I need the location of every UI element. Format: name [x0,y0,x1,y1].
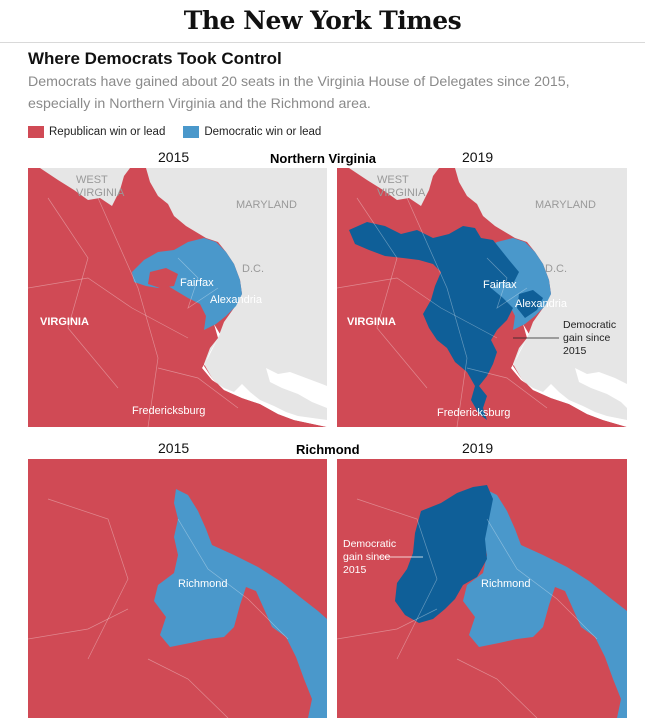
annotation-line-3: 2015 [563,345,587,357]
legend-swatch-democratic [183,126,200,138]
democratic-area [463,489,627,718]
label-alexandria: Alexandria [210,294,263,306]
potomac-river [202,324,327,427]
label-west-virginia-line: WEST [377,174,409,186]
richmond-year-2015: 2015 [158,440,190,456]
annotation-line-2: gain since [563,332,610,344]
label-virginia: VIRGINIA [40,316,89,328]
label-fairfax: Fairfax [180,277,214,289]
map-richmond-2015: Richmond [28,459,327,718]
democratic-gain-area [349,222,519,420]
annotation-democratic-gain: Democratic gain since 2015 [343,538,399,576]
label-maryland: MARYLAND [236,199,297,211]
legend-item-republican: Republican win or lead [28,126,165,138]
annotation-line-1: Democratic [563,319,616,331]
map-richmond-2019: Richmond Democratic gain since 2015 [337,459,627,718]
annotation-line-1: Democratic [343,538,396,550]
chesapeake-water [575,368,627,408]
label-west-virginia: WEST VIRGINIA [377,174,426,199]
map-northern-virginia-2015: WEST VIRGINIA MARYLAND D.C. Fairfax Alexa… [28,168,327,427]
democratic-area [132,238,242,330]
democratic-area [154,489,327,718]
label-west-virginia-line: WEST [76,174,108,186]
label-virginia: VIRGINIA [347,316,396,328]
label-west-virginia: WEST VIRGINIA [76,174,125,199]
masthead-logo[interactable]: The New York Times [183,6,462,35]
legend-item-democratic: Democratic win or lead [183,126,321,138]
label-fredericksburg: Fredericksburg [132,405,205,417]
richmond-year-2019: 2019 [462,440,494,456]
district-boundaries [337,498,598,718]
district-boundaries [28,498,289,718]
headline: Where Democrats Took Control [28,49,282,68]
republican-pocket [148,268,178,288]
subhead: Democrats have gained about 20 seats in … [28,74,570,112]
legend-label-republican: Republican win or lead [49,126,166,138]
annotation-line-2: gain since [343,551,390,563]
legend: Republican win or lead Democratic win or… [28,124,339,140]
section-title-northern-virginia: Northern Virginia [270,151,376,166]
label-richmond: Richmond [178,578,228,590]
democratic-gain-area [395,485,493,623]
label-dc: D.C. [545,263,567,275]
label-richmond: Richmond [481,578,531,590]
district-boundaries [337,197,548,427]
nova-year-2019: 2019 [462,149,494,165]
label-fairfax: Fairfax [483,279,517,291]
label-west-virginia-line: VIRGINIA [377,187,426,199]
democratic-gain-east [517,290,543,318]
annotation-democratic-gain: Democratic gain since 2015 [563,319,619,357]
legend-label-democratic: Democratic win or lead [204,126,322,138]
label-west-virginia-line: VIRGINIA [76,187,125,199]
annotation-line-3: 2015 [343,564,367,576]
map-northern-virginia-2019: WEST VIRGINIA MARYLAND D.C. Fairfax Alexa… [337,168,627,427]
section-title-richmond: Richmond [296,442,360,457]
label-fredericksburg: Fredericksburg [437,407,510,419]
district-boundaries [28,197,239,427]
label-maryland: MARYLAND [535,199,596,211]
label-alexandria: Alexandria [515,298,568,310]
label-dc: D.C. [242,263,264,275]
chesapeake-water [266,368,327,408]
legend-swatch-republican [28,126,44,138]
republican-area [28,168,327,427]
nova-year-2015: 2015 [158,149,190,165]
masthead-divider [0,42,645,43]
